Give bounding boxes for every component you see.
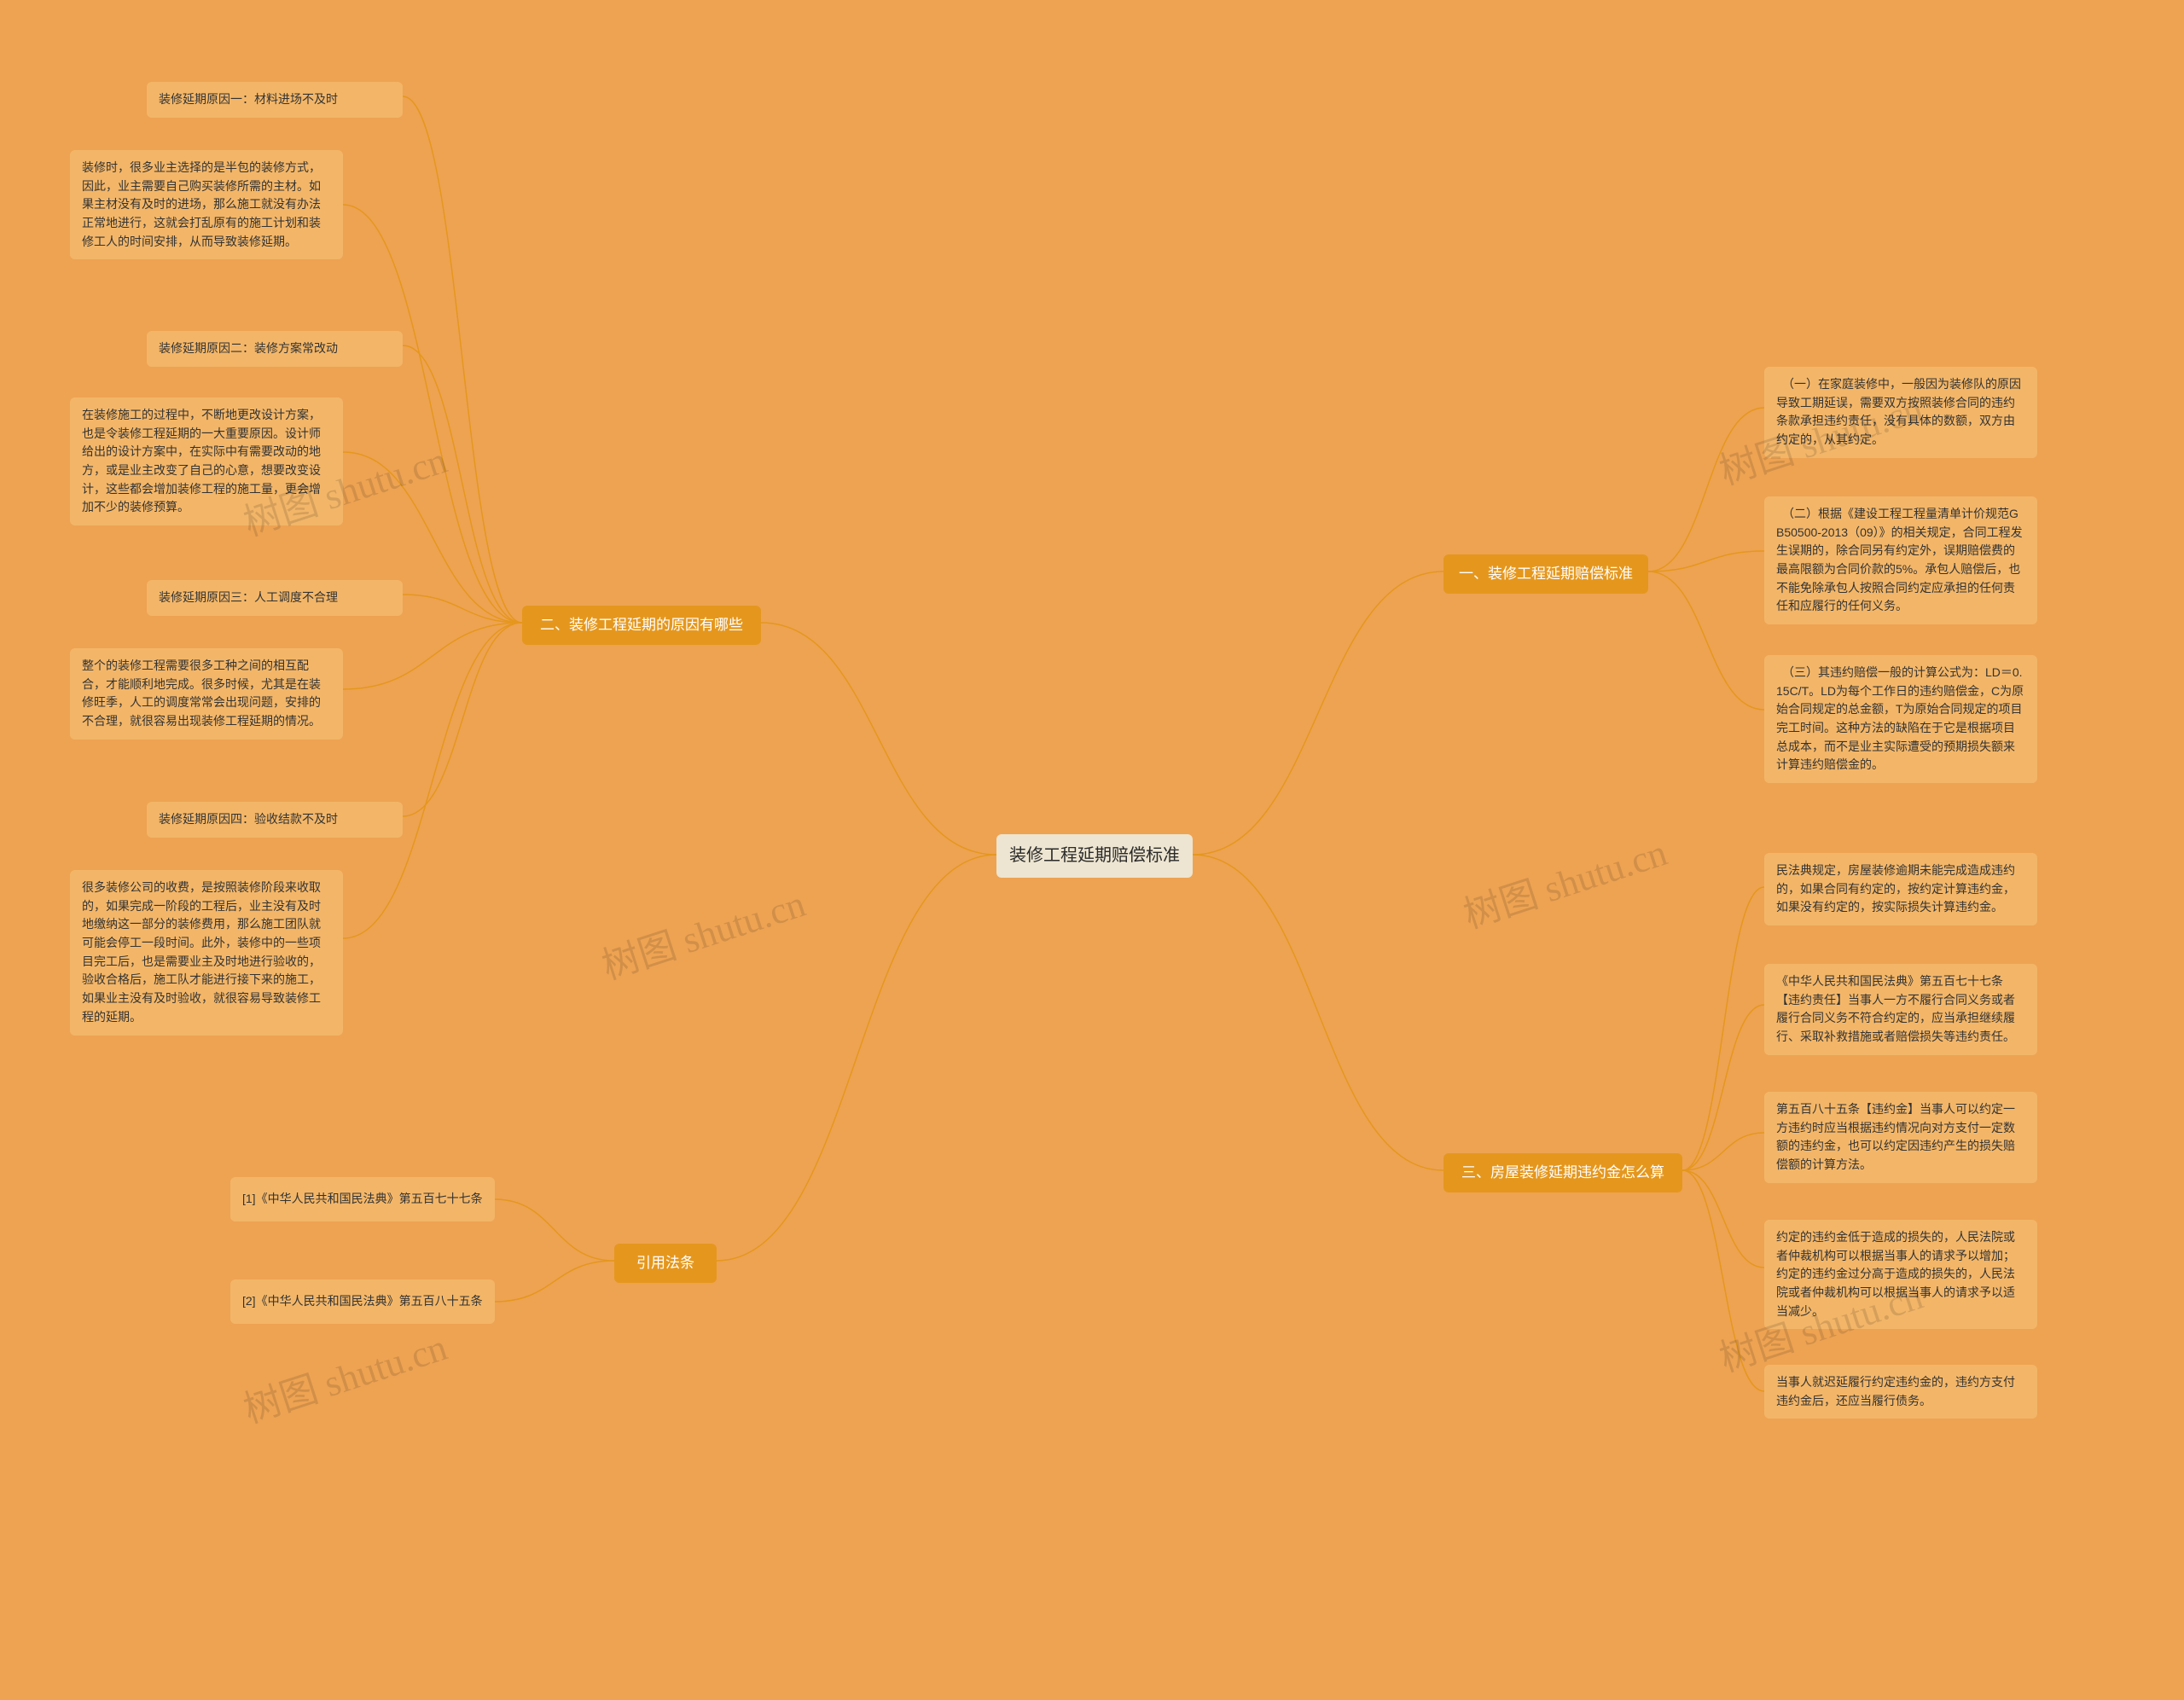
branch-b2: 二、装修工程延期的原因有哪些 — [522, 606, 761, 645]
mindmap-canvas: 装修工程延期赔偿标准 一、装修工程延期赔偿标准 （一）在家庭装修中，一般因为装修队… — [0, 0, 2184, 1700]
leaf-b2l5: 装修延期原因三：人工调度不合理 — [147, 580, 403, 616]
leaf-b3l3: 第五百八十五条【违约金】当事人可以约定一方违约时应当根据违约情况向对方支付一定数… — [1764, 1092, 2037, 1183]
branch-b4: 引用法条 — [614, 1244, 717, 1283]
leaf-b2l2: 装修时，很多业主选择的是半包的装修方式，因此，业主需要自己购买装修所需的主材。如… — [70, 150, 343, 259]
branch-b3: 三、房屋装修延期违约金怎么算 — [1443, 1153, 1682, 1192]
leaf-b3l5: 当事人就迟延履行约定违约金的，违约方支付违约金后，还应当履行债务。 — [1764, 1365, 2037, 1419]
watermark: 树图 shutu.cn — [594, 873, 811, 989]
leaf-b2l1: 装修延期原因一：材料进场不及时 — [147, 82, 403, 118]
leaf-b3l4: 约定的违约金低于造成的损失的，人民法院或者仲裁机构可以根据当事人的请求予以增加；… — [1764, 1220, 2037, 1329]
branch-b1: 一、装修工程延期赔偿标准 — [1443, 554, 1648, 594]
leaf-b2l4: 在装修施工的过程中，不断地更改设计方案，也是令装修工程延期的一大重要原因。设计师… — [70, 397, 343, 525]
leaf-b2l3: 装修延期原因二：装修方案常改动 — [147, 331, 403, 367]
leaf-b2l8: 很多装修公司的收费，是按照装修阶段来收取的，如果完成一阶段的工程后，业主没有及时… — [70, 870, 343, 1036]
watermark: 树图 shutu.cn — [1455, 821, 1673, 938]
root-node: 装修工程延期赔偿标准 — [996, 834, 1193, 878]
leaf-b1l2: （二）根据《建设工程工程量清单计价规范GB50500-2013（09）》的相关规… — [1764, 496, 2037, 624]
leaf-b2l6: 整个的装修工程需要很多工种之间的相互配合，才能顺利地完成。很多时候，尤其是在装修… — [70, 648, 343, 740]
leaf-b4l2: [2]《中华人民共和国民法典》第五百八十五条 — [230, 1279, 495, 1324]
watermark: 树图 shutu.cn — [235, 1316, 453, 1433]
leaf-b1l3: （三）其违约赔偿一般的计算公式为：LD＝0.15C/T。LD为每个工作日的违约赔… — [1764, 655, 2037, 783]
leaf-b3l2: 《中华人民共和国民法典》第五百七十七条【违约责任】当事人一方不履行合同义务或者履… — [1764, 964, 2037, 1055]
leaf-b3l1: 民法典规定，房屋装修逾期未能完成造成违约的，如果合同有约定的，按约定计算违约金，… — [1764, 853, 2037, 925]
leaf-b4l1: [1]《中华人民共和国民法典》第五百七十七条 — [230, 1177, 495, 1221]
leaf-b2l7: 装修延期原因四：验收结款不及时 — [147, 802, 403, 838]
leaf-b1l1: （一）在家庭装修中，一般因为装修队的原因导致工期延误，需要双方按照装修合同的违约… — [1764, 367, 2037, 458]
